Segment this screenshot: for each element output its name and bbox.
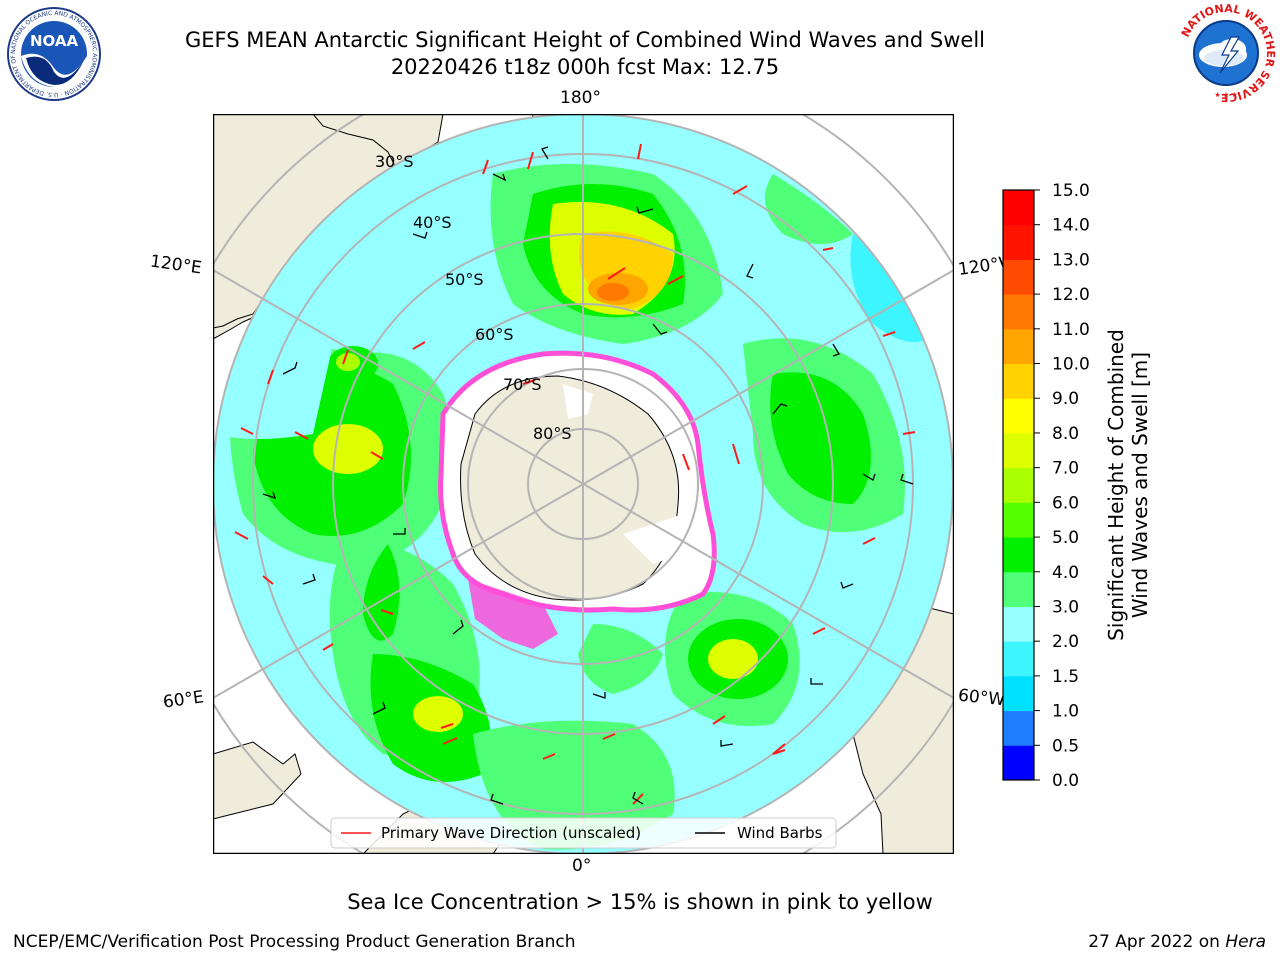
colorbar-swatch bbox=[1003, 537, 1034, 573]
colorbar-tick-label: 13.0 bbox=[1052, 250, 1090, 270]
colorbar-tick-label: 5.0 bbox=[1052, 528, 1079, 548]
colorbar-tick-label: 15.0 bbox=[1052, 181, 1090, 201]
lon-label-60e: 60°E bbox=[161, 687, 206, 713]
footer-date-text: 27 Apr 2022 on bbox=[1088, 932, 1226, 952]
colorbar: 0.0 0.5 1.0 1.5 2.0 3.0 4.0 5.0 6.0 7.0 8.0 9.0 10.0… bbox=[1002, 181, 1090, 790]
colorbar-tick-label: 14.0 bbox=[1052, 216, 1090, 236]
sea-ice-note: Sea Ice Concentration > 15% is shown in … bbox=[347, 890, 933, 914]
colorbar-swatch bbox=[1003, 328, 1034, 365]
colorbar-tick-label: 1.5 bbox=[1052, 667, 1079, 687]
colorbar-tick-label: 11.0 bbox=[1052, 320, 1090, 340]
lat-label-40s: 40°S bbox=[413, 213, 452, 232]
colorbar-tick-label: 1.0 bbox=[1052, 702, 1079, 722]
map-panel: 30°S 40°S 50°S 60°S 70°S 80°S Primary Wa… bbox=[213, 114, 954, 854]
colorbar-swatch bbox=[1003, 641, 1034, 677]
wave-direction-arrows bbox=[234, 143, 916, 805]
lat-label-80s: 80°S bbox=[533, 424, 572, 443]
colorbar-tick-label: 0.5 bbox=[1052, 736, 1079, 756]
footer-organization: NCEP/EMC/Verification Post Processing Pr… bbox=[13, 932, 576, 952]
lon-label-0: 0° bbox=[572, 856, 592, 876]
colorbar-swatch bbox=[1003, 745, 1034, 781]
colorbar-swatch bbox=[1003, 502, 1034, 538]
wave-height-field bbox=[213, 164, 933, 850]
colorbar-tick-label: 8.0 bbox=[1052, 424, 1079, 444]
colorbar-swatch bbox=[1003, 224, 1034, 260]
colorbar-tick-label: 2.0 bbox=[1052, 632, 1079, 652]
colorbar-swatch bbox=[1003, 432, 1034, 469]
lon-label-120e: 120°E bbox=[148, 251, 203, 279]
lat-label-50s: 50°S bbox=[445, 270, 484, 289]
colorbar-swatch bbox=[1003, 294, 1034, 330]
chart-title: GEFS MEAN Antarctic Significant Height o… bbox=[184, 28, 986, 52]
colorbar-tick-label: 7.0 bbox=[1052, 459, 1079, 479]
colorbar-ticks: 0.0 0.5 1.0 1.5 2.0 3.0 4.0 5.0 6.0 7.0 8.0 9.0 10.0… bbox=[1034, 181, 1090, 790]
colorbar-swatch bbox=[1003, 710, 1034, 746]
ocean-disc bbox=[213, 114, 953, 854]
lat-label-70s: 70°S bbox=[503, 375, 542, 394]
colorbar-swatch bbox=[1003, 259, 1034, 295]
colorbar-tick-label: 12.0 bbox=[1052, 285, 1090, 305]
colorbar-label-line2: Wind Waves and Swell [m] bbox=[1128, 351, 1152, 619]
colorbar-swatch bbox=[1003, 675, 1034, 712]
colorbar-swatch bbox=[1003, 571, 1034, 607]
colorbar-swatch bbox=[1003, 190, 1034, 226]
lat-label-60s: 60°S bbox=[475, 325, 514, 344]
colorbar-tick-label: 0.0 bbox=[1052, 771, 1079, 790]
lon-label-180: 180° bbox=[560, 88, 601, 108]
colorbar-tick-label: 3.0 bbox=[1052, 597, 1079, 617]
antarctica bbox=[438, 350, 717, 649]
lon-label-60w: 60°W bbox=[957, 685, 1006, 711]
colorbar-swatch bbox=[1003, 606, 1034, 642]
map-legend: Primary Wave Direction (unscaled) Wind B… bbox=[330, 817, 837, 849]
noaa-wordmark: NOAA bbox=[30, 32, 79, 50]
colorbar-tick-label: 10.0 bbox=[1052, 355, 1090, 375]
wind-barbs bbox=[262, 146, 914, 805]
footer-host: Hera bbox=[1225, 932, 1266, 952]
colorbar-swatch bbox=[1003, 467, 1034, 503]
colorbar-label-line1: Significant Height of Combined bbox=[1104, 329, 1128, 641]
colorbar-swatches bbox=[1003, 190, 1034, 781]
noaa-logo: NATIONAL OCEANIC AND ATMOSPHERIC ADMINIS… bbox=[6, 6, 101, 101]
chart-subtitle: 20220426 t18z 000h fcst Max: 12.75 bbox=[390, 55, 780, 79]
lat-label-30s: 30°S bbox=[375, 152, 414, 171]
colorbar-tick-label: 9.0 bbox=[1052, 389, 1079, 409]
colorbar-tick-label: 6.0 bbox=[1052, 493, 1079, 513]
footer-date: 27 Apr 2022 on Hera bbox=[1088, 932, 1266, 952]
legend-wind-barbs: Wind Barbs bbox=[737, 824, 823, 842]
colorbar-swatch bbox=[1003, 398, 1034, 434]
colorbar-tick-label: 4.0 bbox=[1052, 563, 1079, 583]
nws-logo: NATIONAL WEATHER SERVICE ★ ★ ★ bbox=[1178, 3, 1276, 103]
svg-text:★ ★ ★: ★ ★ ★ bbox=[1214, 91, 1237, 99]
colorbar-swatch bbox=[1003, 363, 1034, 399]
legend-wave-direction: Primary Wave Direction (unscaled) bbox=[381, 824, 641, 842]
